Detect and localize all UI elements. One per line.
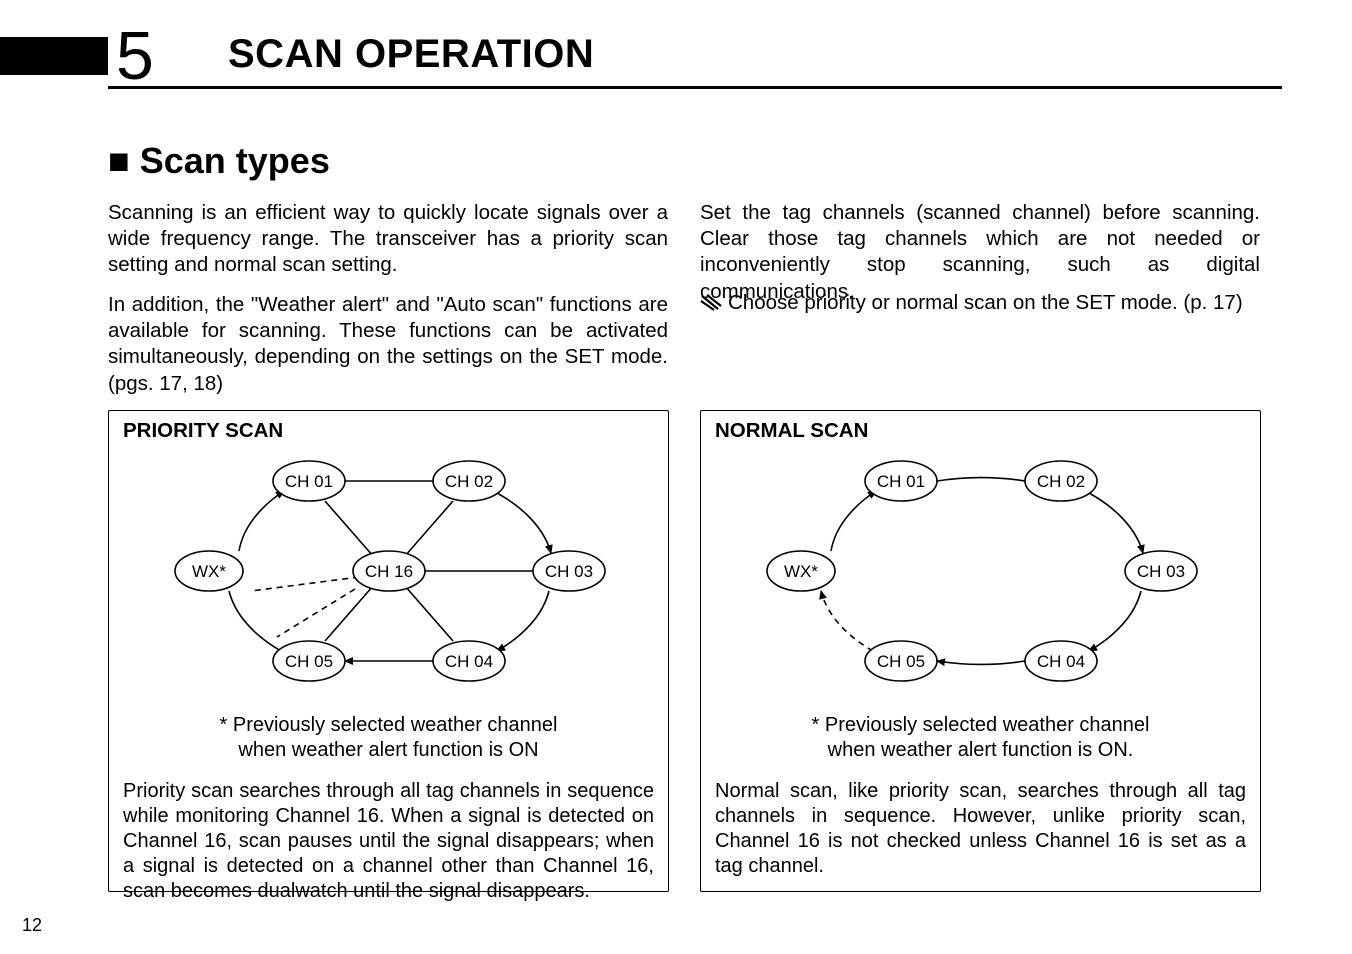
node-ch05: CH 05 bbox=[285, 652, 333, 671]
node-wx: WX* bbox=[192, 562, 226, 581]
normal-scan-box: NORMAL SCAN CH bbox=[700, 410, 1261, 892]
priority-footnote: * Previously selected weather channel wh… bbox=[109, 713, 668, 763]
node-wx-n: WX* bbox=[784, 562, 818, 581]
intro-paragraph-2: In addition, the "Weather alert" and "Au… bbox=[108, 292, 668, 397]
node-ch03-n: CH 03 bbox=[1137, 562, 1185, 581]
priority-scan-box: PRIORITY SCAN bbox=[108, 410, 669, 892]
priority-scan-diagram: CH 01 CH 02 CH 03 CH 04 CH 05 bbox=[159, 441, 619, 711]
node-ch05-n: CH 05 bbox=[877, 652, 925, 671]
chapter-number: 5 bbox=[116, 22, 154, 90]
normal-scan-diagram: CH 01 CH 02 CH 03 CH 04 CH 05 bbox=[751, 441, 1211, 711]
node-ch02: CH 02 bbox=[445, 472, 493, 491]
chapter-title: SCAN OPERATION bbox=[228, 32, 594, 77]
normal-scan-title: NORMAL SCAN bbox=[715, 419, 868, 443]
node-ch01: CH 01 bbox=[285, 472, 333, 491]
header-accent-bar bbox=[0, 37, 108, 75]
normal-scan-description: Normal scan, like priority scan, searche… bbox=[715, 779, 1246, 879]
priority-footnote-line2: when weather alert function is ON bbox=[238, 739, 538, 761]
section-title: ■ Scan types bbox=[108, 140, 330, 182]
chapter-title-rule bbox=[108, 86, 1282, 89]
page: 5 SCAN OPERATION ■ Scan types Scanning i… bbox=[0, 0, 1352, 954]
note-icon bbox=[700, 292, 722, 318]
intro-paragraph-1: Scanning is an efficient way to quickly … bbox=[108, 200, 668, 279]
node-ch01-n: CH 01 bbox=[877, 472, 925, 491]
set-mode-note-text: Choose priority or normal scan on the SE… bbox=[728, 291, 1243, 314]
normal-footnote: * Previously selected weather channel wh… bbox=[701, 713, 1260, 763]
node-ch02-n: CH 02 bbox=[1037, 472, 1085, 491]
priority-scan-description: Priority scan searches through all tag c… bbox=[123, 779, 654, 904]
priority-footnote-line1: * Previously selected weather channel bbox=[220, 714, 558, 736]
node-ch03: CH 03 bbox=[545, 562, 593, 581]
set-mode-note: Choose priority or normal scan on the SE… bbox=[700, 290, 1260, 318]
page-number: 12 bbox=[22, 915, 42, 936]
node-ch04-n: CH 04 bbox=[1037, 652, 1085, 671]
node-ch04: CH 04 bbox=[445, 652, 493, 671]
node-ch16: CH 16 bbox=[365, 562, 413, 581]
priority-scan-title: PRIORITY SCAN bbox=[123, 419, 283, 443]
normal-footnote-line1: * Previously selected weather channel bbox=[812, 714, 1150, 736]
normal-footnote-line2: when weather alert function is ON. bbox=[828, 739, 1134, 761]
